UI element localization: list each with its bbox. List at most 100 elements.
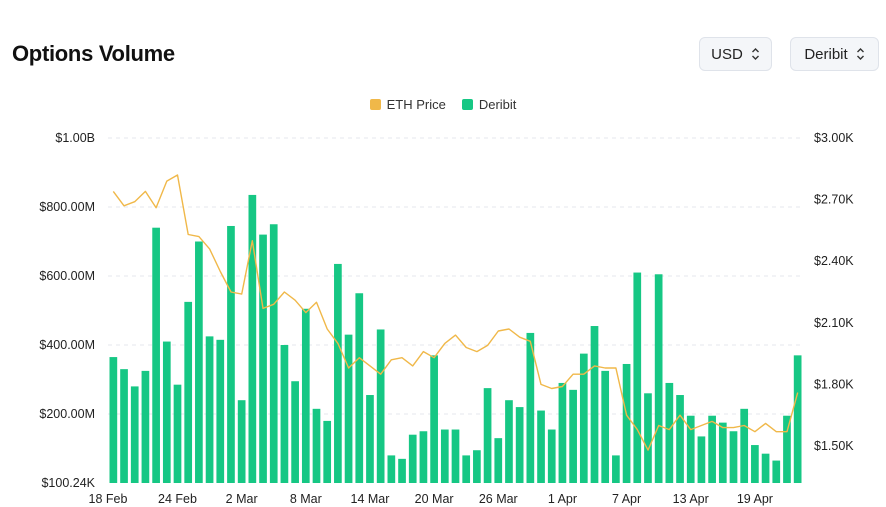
deribit-bar (259, 234, 267, 483)
deribit-bar (344, 334, 353, 483)
deribit-bar (761, 453, 770, 483)
deribit-bar (227, 225, 235, 483)
x-tick-label: 26 Mar (479, 492, 518, 506)
deribit-bar (355, 293, 364, 483)
deribit-bar (269, 224, 278, 483)
deribit-bar (644, 393, 652, 483)
deribit-bar (291, 381, 299, 483)
x-tick-label: 2 Mar (226, 492, 258, 506)
deribit-bar (601, 370, 610, 483)
y-right-tick-label: $1.80K (814, 377, 854, 391)
deribit-bar (665, 382, 674, 483)
deribit-bar (419, 431, 428, 483)
exchange-select-value: Deribit (804, 45, 848, 63)
deribit-bar (505, 400, 513, 483)
x-tick-label: 18 Feb (89, 492, 128, 506)
deribit-bar (697, 436, 706, 483)
currency-select[interactable]: USD (699, 37, 772, 71)
deribit-bar (334, 263, 342, 483)
deribit-bar (751, 445, 759, 483)
deribit-bar (526, 332, 535, 483)
deribit-bar (440, 429, 449, 483)
deribit-bar (547, 429, 556, 483)
deribit-bar (301, 308, 310, 483)
deribit-bar (579, 353, 588, 483)
y-left-tick-label: $200.00M (39, 407, 95, 421)
y-right-tick-label: $2.10K (814, 316, 854, 330)
deribit-bar (195, 241, 203, 483)
deribit-bar (515, 407, 524, 483)
deribit-bar (366, 395, 374, 483)
deribit-bar (612, 455, 620, 483)
deribit-bar (473, 450, 481, 483)
y-right-tick-label: $2.70K (814, 193, 854, 207)
y-right-tick-label: $2.40K (814, 254, 854, 268)
x-tick-label: 20 Mar (415, 492, 454, 506)
legend-swatch-eth-price (369, 99, 381, 110)
y-right-tick-label: $3.00K (814, 131, 854, 145)
x-tick-label: 13 Apr (673, 492, 709, 506)
legend-item-eth-price[interactable]: ETH Price (369, 97, 446, 112)
up-down-chevron-icon (856, 47, 865, 61)
eth-price-series-line (112, 174, 799, 451)
deribit-bar (740, 408, 749, 483)
legend-item-deribit[interactable]: Deribit (461, 97, 517, 112)
deribit-bar (408, 434, 417, 483)
x-tick-label: 8 Mar (290, 492, 322, 506)
deribit-bar (708, 415, 716, 483)
deribit-bar (205, 336, 214, 483)
deribit-bar (729, 431, 738, 483)
deribit-bar (718, 422, 727, 483)
deribit-bar (686, 415, 695, 483)
deribit-bar (162, 341, 171, 483)
deribit-bar (676, 395, 684, 483)
deribit-bar (633, 272, 642, 483)
y-left-tick-label: $100.24K (41, 476, 95, 490)
deribit-bar (430, 355, 438, 483)
deribit-bar (280, 345, 289, 483)
x-tick-label: 19 Apr (737, 492, 773, 506)
y-axis-left-ticks: $100.24K $200.00M $400.00M $600.00M $800.00M… (39, 131, 95, 490)
deribit-bar (622, 363, 631, 483)
x-tick-label: 24 Feb (158, 492, 197, 506)
y-left-tick-label: $800.00M (39, 200, 95, 214)
deribit-bar (558, 382, 567, 483)
y-right-tick-label: $1.50K (814, 439, 854, 453)
deribit-bar (451, 429, 460, 483)
deribit-bar (120, 369, 128, 483)
deribit-bars (109, 194, 802, 484)
x-tick-label: 14 Mar (351, 492, 390, 506)
eth-price-line (112, 174, 799, 451)
deribit-bar (483, 388, 492, 483)
deribit-bar (152, 227, 160, 483)
deribit-bar (793, 355, 802, 483)
x-tick-label: 7 Apr (612, 492, 641, 506)
x-tick-label: 1 Apr (548, 492, 577, 506)
deribit-bar (173, 384, 182, 483)
deribit-bar (376, 329, 385, 483)
deribit-bar (387, 455, 396, 483)
deribit-bar (130, 386, 139, 483)
deribit-bar (216, 339, 225, 483)
deribit-bar (537, 410, 545, 483)
deribit-bar (772, 460, 781, 483)
y-left-tick-label: $400.00M (39, 338, 95, 352)
page-title: Options Volume (12, 41, 175, 66)
deribit-bar (590, 326, 599, 483)
y-left-tick-label: $600.00M (39, 269, 95, 283)
deribit-bar (184, 301, 193, 483)
exchange-select[interactable]: Deribit (790, 37, 879, 71)
deribit-bar (654, 274, 663, 483)
deribit-bar (237, 400, 246, 483)
y-axis-right-ticks: $1.50K $1.80K $2.10K $2.40K $2.70K $3.00K (814, 131, 854, 453)
deribit-bar (248, 194, 257, 484)
deribit-bar (109, 357, 118, 483)
legend-label-deribit: Deribit (478, 97, 517, 112)
currency-select-value: USD (711, 45, 743, 63)
legend-swatch-deribit (461, 99, 473, 110)
deribit-bar (323, 420, 332, 483)
deribit-bar (312, 408, 321, 483)
deribit-bar (141, 370, 150, 483)
y-left-tick-label: $1.00B (55, 131, 95, 145)
